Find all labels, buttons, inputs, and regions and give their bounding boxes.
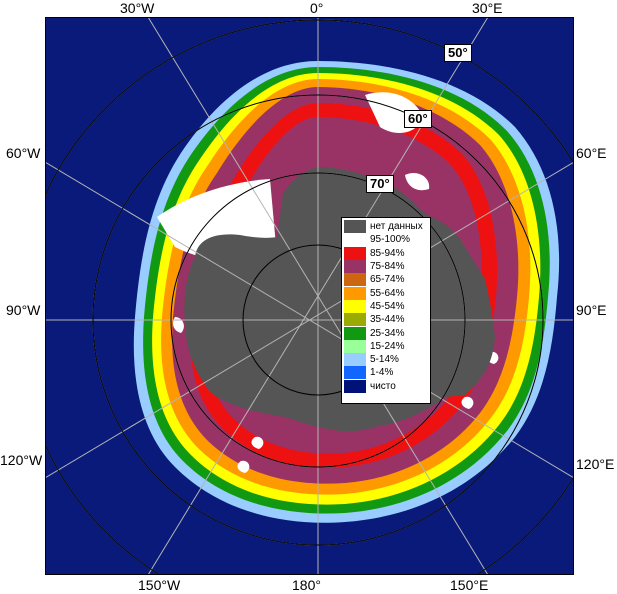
lat-label-50: 50°: [444, 44, 472, 62]
legend-label: чисто: [370, 380, 396, 392]
legend-label: 5-14%: [370, 354, 399, 366]
legend-item: 5-14%: [344, 353, 430, 367]
legend-swatch: [344, 273, 366, 287]
legend-label: 75-84%: [370, 261, 405, 273]
ice-patch-95: [405, 172, 430, 191]
ice-patch-95: [173, 317, 184, 333]
ring-50: [45, 19, 574, 575]
legend-item: 85-94%: [344, 246, 430, 260]
legend-swatch: [344, 379, 366, 393]
lon-label-150w: 150°W: [138, 577, 181, 593]
lon-label-120e: 120°E: [576, 456, 615, 472]
legend-item: 25-34%: [344, 326, 430, 340]
lat-label-70: 70°: [366, 175, 394, 193]
legend-swatch: [344, 286, 366, 300]
lon-label-90w: 90°W: [6, 302, 41, 318]
sea-ice-map: [45, 17, 574, 575]
legend-swatch: [344, 220, 366, 234]
concentration-legend: нет данных 95-100% 85-94% 75-84% 65-74% 55-64…: [341, 217, 431, 404]
legend-label: 35-44%: [370, 314, 405, 326]
legend-swatch: [344, 366, 366, 380]
legend-item: 45-54%: [344, 299, 430, 313]
lat-label-60: 60°: [404, 110, 432, 128]
legend-item: 15-24%: [344, 339, 430, 353]
legend-label: нет данных: [370, 221, 423, 233]
legend-swatch: [344, 326, 366, 340]
legend-item: 1-4%: [344, 366, 430, 380]
lon-label-0: 0°: [310, 0, 324, 16]
legend-swatch: [344, 339, 366, 353]
legend-item: чисто: [344, 379, 430, 393]
legend-swatch: [344, 246, 366, 260]
legend-label: 85-94%: [370, 247, 405, 259]
meridian-60b: [45, 161, 574, 479]
map-border: [45, 17, 574, 575]
lon-label-90e: 90°E: [576, 302, 607, 318]
ice-patch-95: [237, 460, 250, 473]
legend-label: 25-34%: [370, 327, 405, 339]
ice-patch-95: [461, 396, 474, 409]
legend-swatch: [344, 299, 366, 313]
legend-label: 65-74%: [370, 274, 405, 286]
map-canvas: [45, 17, 574, 575]
lon-label-180: 180°: [292, 577, 321, 593]
legend-item: 75-84%: [344, 260, 430, 274]
lon-label-30w-top: 30°W: [120, 0, 155, 16]
legend-swatch: [344, 260, 366, 274]
legend-swatch: [344, 353, 366, 367]
ring-60: [92, 94, 544, 546]
ring-70: [170, 172, 466, 468]
lon-label-60e: 60°E: [576, 145, 607, 161]
lon-label-150e: 150°E: [450, 577, 489, 593]
legend-label: 15-24%: [370, 340, 405, 352]
legend-label: 55-64%: [370, 287, 405, 299]
ice-patch-95: [251, 436, 264, 449]
legend-label: 95-100%: [370, 234, 411, 246]
legend-label: 1-4%: [370, 367, 394, 379]
legend-item: 65-74%: [344, 273, 430, 287]
legend-swatch: [344, 313, 366, 327]
legend-item: 55-64%: [344, 286, 430, 300]
legend-label: 45-54%: [370, 300, 405, 312]
lon-label-60w: 60°W: [6, 145, 41, 161]
lon-label-120w: 120°W: [0, 452, 43, 468]
legend-item: 35-44%: [344, 313, 430, 327]
legend-swatch: [344, 233, 366, 247]
lon-label-30e-top: 30°E: [472, 0, 503, 16]
legend-item: 95-100%: [344, 233, 430, 247]
legend-item: нет данных: [344, 220, 430, 234]
